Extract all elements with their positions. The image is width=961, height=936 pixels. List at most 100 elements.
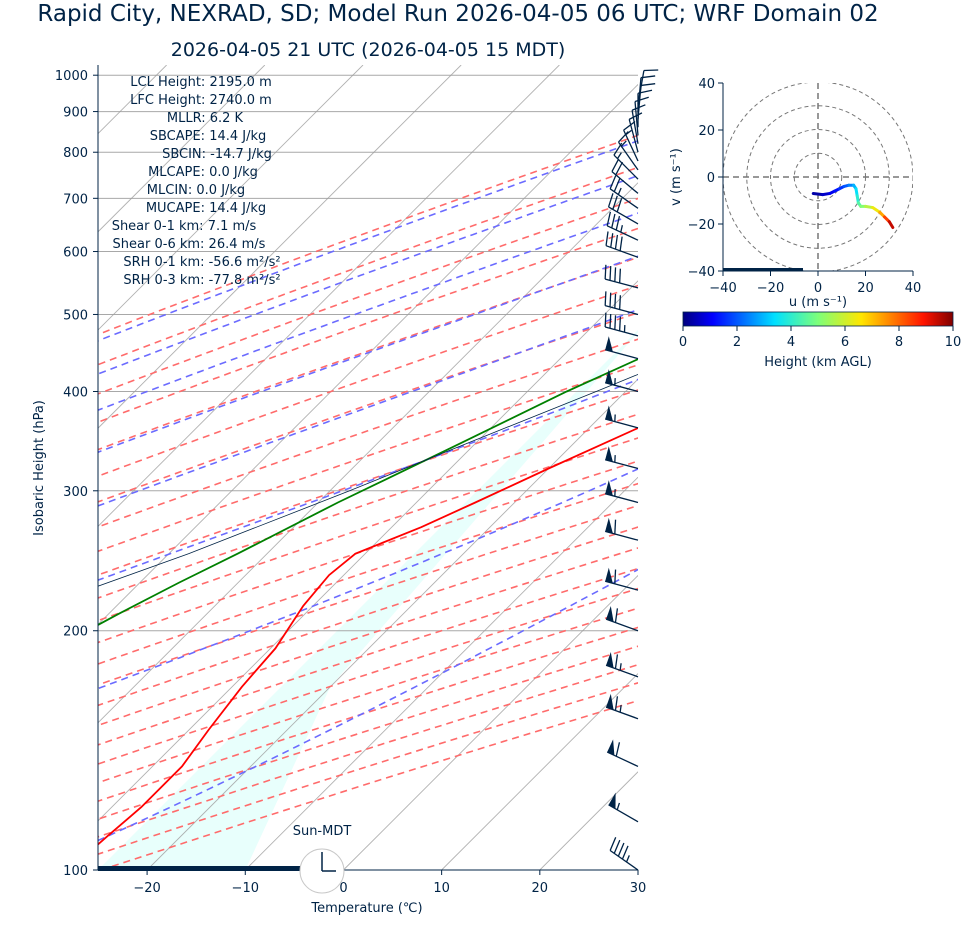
wind-barb — [605, 652, 639, 678]
stat-lfc-height: LFC Height: 2740.0 m — [130, 93, 272, 108]
wind-barb-half — [616, 152, 622, 159]
wind-barb-staff — [605, 618, 639, 632]
wind-barb — [607, 193, 639, 225]
dry-adiabat — [98, 134, 638, 336]
wind-barb — [604, 480, 639, 504]
isotherm-line — [343, 574, 638, 870]
wind-barb-flag — [605, 446, 613, 462]
wind-barb-full — [619, 236, 623, 251]
wind-barb — [605, 606, 639, 632]
moist-adiabat — [98, 139, 638, 342]
figure-title: Rapid City, NEXRAD, SD; Model Run 2026-0… — [37, 1, 878, 27]
wind-barb-full — [614, 234, 619, 250]
stat-lcl-height: LCL Height: 2195.0 m — [130, 75, 271, 90]
wind-barb-half — [625, 129, 632, 136]
mixing-ratio-line — [736, 65, 961, 252]
wind-barb-full — [614, 267, 617, 282]
y-tick-label: 800 — [63, 146, 88, 161]
wind-barb-full — [614, 293, 617, 309]
wind-barb-full — [607, 193, 614, 208]
y-tick-label: 300 — [63, 485, 88, 500]
height-colorbar: 0 2 4 6 8 10 Height (km AGL) — [679, 311, 961, 370]
wind-barb-flag — [607, 739, 615, 756]
wind-barb-full — [614, 315, 617, 330]
wind-barb — [623, 120, 639, 162]
colorbar-ticks: 0 2 4 6 8 10 — [679, 326, 961, 350]
colorbar-tick-label: 2 — [733, 335, 741, 350]
wind-barb-full — [614, 519, 617, 535]
stat-mlcin: MLCIN: 0.0 J/kg — [147, 183, 245, 198]
wind-barb-half — [617, 187, 622, 195]
wind-barb-staff — [628, 119, 639, 153]
wind-barb — [604, 369, 639, 393]
skewt-subtitle: 2026-04-05 21 UTC (2026-04-05 15 MDT) — [171, 39, 566, 61]
isotherm-line — [539, 771, 638, 870]
wind-barbs — [604, 69, 659, 871]
skewt-surface-band — [98, 866, 303, 871]
skewt-x-axis-label: Temperature (℃) — [310, 901, 422, 916]
hodograph-ring — [793, 152, 843, 202]
hodo-x-tick-label: −40 — [709, 281, 736, 296]
wind-barb-staff — [613, 154, 639, 180]
wind-barb-full — [643, 69, 659, 72]
hodograph-segment — [887, 220, 895, 230]
wind-barb — [609, 837, 639, 871]
wind-barb-staff — [604, 278, 639, 289]
wind-barb-flag — [608, 792, 616, 809]
wind-barb-full — [613, 839, 621, 854]
cape-shading — [98, 329, 638, 870]
isotherm-line — [98, 65, 364, 331]
hodo-x-tick-label: 20 — [857, 281, 874, 296]
hodo-x-tick-label: 40 — [905, 281, 922, 296]
hodograph-rings — [723, 83, 913, 271]
wind-barb — [604, 517, 639, 541]
x-tick-label: 0 — [339, 881, 347, 896]
y-tick-label: 1000 — [55, 69, 88, 84]
moist-adiabat — [98, 212, 638, 411]
dry-adiabat — [98, 364, 638, 553]
hodo-x-tick-label: 0 — [814, 281, 822, 296]
colorbar-tick-label: 8 — [895, 335, 903, 350]
skewt-data-lines — [98, 358, 638, 846]
wind-barb-full — [609, 292, 612, 307]
hodo-y-tick-label: −20 — [688, 218, 715, 233]
wind-barb-flag — [605, 405, 613, 422]
wind-barb-half — [625, 855, 630, 863]
wind-barb-full — [614, 696, 619, 711]
dry-adiabat — [98, 482, 638, 665]
colorbar-label: Height (km AGL) — [764, 355, 872, 370]
wind-barb-staff — [623, 129, 639, 162]
dry-adiabat — [98, 166, 638, 366]
wind-barb — [604, 312, 639, 337]
wind-barb — [604, 567, 639, 591]
wind-barb-full — [604, 312, 607, 328]
isotherm-line — [98, 65, 462, 429]
x-tick-label: −20 — [133, 881, 160, 896]
wind-barb-staff — [617, 141, 639, 171]
wind-barb-staff — [605, 245, 639, 258]
wind-barb — [634, 96, 649, 136]
wind-barb-full — [640, 83, 656, 87]
isotherm-line — [98, 65, 560, 528]
wind-barb — [604, 446, 639, 470]
mixing-ratio-line — [900, 65, 961, 252]
dry-adiabat — [98, 437, 638, 622]
colorbar-tick-label: 0 — [679, 335, 687, 350]
x-tick-label: 20 — [532, 881, 549, 896]
wind-barb-staff — [605, 706, 639, 720]
isotherm-line — [244, 476, 638, 870]
dry-adiabat — [98, 227, 638, 424]
y-tick-label: 200 — [63, 625, 88, 640]
wind-barb-half — [616, 802, 621, 810]
wind-barb-staff — [611, 171, 639, 194]
wind-barb-staff — [608, 206, 639, 225]
skewt-tick-labels: 1000 900 800 700 600 500 400 300 200 100 −20 −10 0 10… — [55, 69, 646, 896]
hodograph-tick-labels: −40 −20 0 20 40 40 20 0 −20 −40 — [688, 77, 922, 296]
wind-barb-full — [613, 178, 621, 192]
wind-barb-full — [604, 291, 607, 306]
colorbar-tick-label: 6 — [841, 335, 849, 350]
stat-shear-0-6: Shear 0-6 km: 26.4 m/s — [113, 237, 266, 252]
moist-adiabat — [98, 468, 638, 690]
wind-barb-full — [612, 195, 618, 210]
